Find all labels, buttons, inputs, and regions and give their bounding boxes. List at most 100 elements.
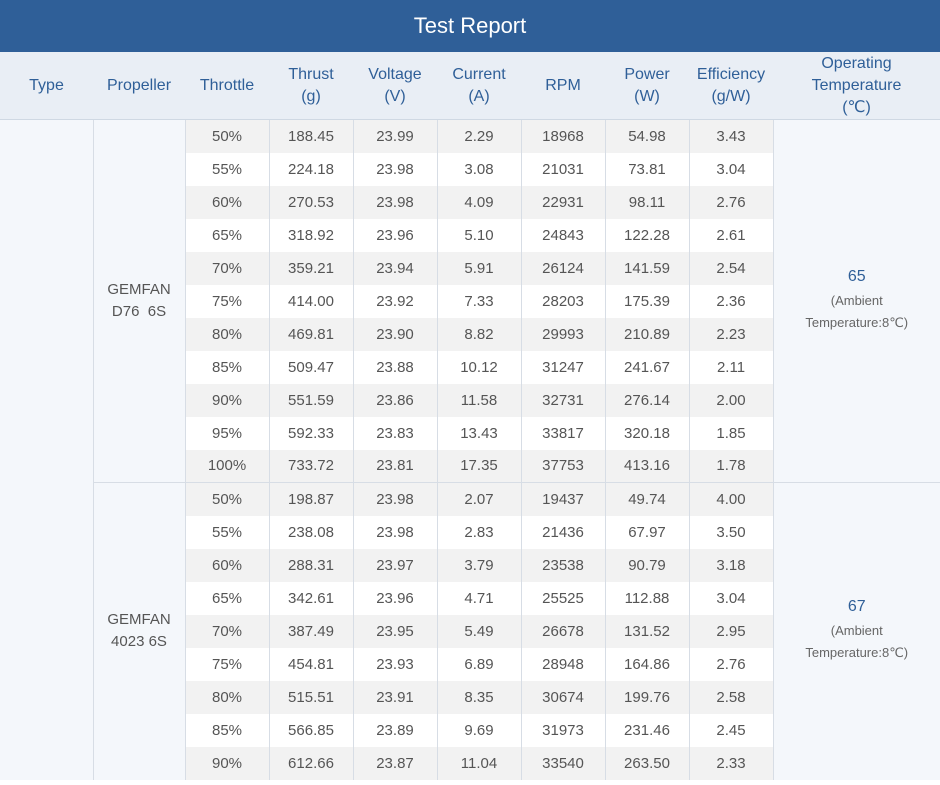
current-cell: 5.91 <box>436 251 521 285</box>
power-cell: 49.74 <box>604 482 689 516</box>
rpm-cell: 31247 <box>520 350 605 384</box>
ambient-label: (Ambient <box>830 293 883 308</box>
table-row: 70% 359.21 23.94 5.91 26124 141.59 2.54 <box>0 251 940 285</box>
rpm-cell: 28203 <box>520 284 605 318</box>
efficiency-cell: 3.50 <box>688 515 773 549</box>
temperature-value: 65 <box>847 268 866 285</box>
throttle-cell: 100% <box>184 449 269 483</box>
header-rpm: RPM <box>521 52 605 120</box>
current-cell: 8.82 <box>436 317 521 351</box>
current-cell: 11.58 <box>436 383 521 417</box>
throttle-cell: 55% <box>184 515 269 549</box>
throttle-cell: 75% <box>184 647 269 681</box>
table-row: 80% 515.51 23.91 8.35 30674 199.76 2.58 <box>0 680 940 714</box>
thrust-cell: 566.85 <box>268 713 353 747</box>
voltage-cell: 23.83 <box>352 416 437 450</box>
current-cell: 3.08 <box>436 152 521 186</box>
table-row: 100% 733.72 23.81 17.35 37753 413.16 1.78 <box>0 449 940 483</box>
thrust-cell: 733.72 <box>268 449 353 483</box>
voltage-cell: 23.98 <box>352 482 437 516</box>
current-cell: 6.89 <box>436 647 521 681</box>
thrust-cell: 318.92 <box>268 218 353 252</box>
throttle-cell: 50% <box>184 482 269 516</box>
thrust-cell: 342.61 <box>268 581 353 615</box>
voltage-cell: 23.98 <box>352 152 437 186</box>
current-cell: 9.69 <box>436 713 521 747</box>
voltage-cell: 23.81 <box>352 449 437 483</box>
efficiency-cell: 1.78 <box>688 449 773 483</box>
header-thrust: Thrust (g) <box>269 52 353 120</box>
temperature-value: 67 <box>847 598 866 616</box>
current-cell: 3.79 <box>436 548 521 582</box>
thrust-cell: 224.18 <box>268 152 353 186</box>
power-cell: 210.89 <box>604 317 689 351</box>
header-efficiency: Efficiency (g/W) <box>689 52 773 120</box>
voltage-cell: 23.90 <box>352 317 437 351</box>
propeller-spec: 4023 6S <box>111 633 167 651</box>
rpm-cell: 28948 <box>520 647 605 681</box>
current-cell: 4.09 <box>436 185 521 219</box>
ambient-label: (Ambient <box>830 623 883 639</box>
current-cell: 10.12 <box>436 350 521 384</box>
thrust-cell: 515.51 <box>268 680 353 714</box>
ambient-temperature: Temperature:8℃) <box>805 645 909 661</box>
rpm-cell: 31973 <box>520 713 605 747</box>
ambient-temperature: Temperature:8℃) <box>805 315 909 330</box>
table-row: 90% 612.66 23.87 11.04 33540 263.50 2.33 <box>0 746 940 780</box>
efficiency-cell: 2.36 <box>688 284 773 318</box>
thrust-cell: 359.21 <box>268 251 353 285</box>
rpm-cell: 21031 <box>520 152 605 186</box>
rpm-cell: 23538 <box>520 548 605 582</box>
throttle-cell: 60% <box>184 548 269 582</box>
power-cell: 67.97 <box>604 515 689 549</box>
voltage-cell: 23.98 <box>352 515 437 549</box>
efficiency-cell: 2.61 <box>688 218 773 252</box>
voltage-cell: 23.89 <box>352 713 437 747</box>
power-cell: 112.88 <box>604 581 689 615</box>
efficiency-cell: 2.95 <box>688 614 773 648</box>
current-cell: 2.29 <box>436 119 521 153</box>
table-row: GEMFAN 4023 6S 50% 198.87 23.98 2.07 19437 49.7… <box>0 482 940 780</box>
current-cell: 8.35 <box>436 680 521 714</box>
efficiency-cell: 3.04 <box>688 581 773 615</box>
efficiency-cell: 2.11 <box>688 350 773 384</box>
current-cell: 17.35 <box>436 449 521 483</box>
header-power: Power (W) <box>605 52 689 120</box>
power-cell: 122.28 <box>604 218 689 252</box>
propeller-name: GEMFAN <box>107 611 171 629</box>
efficiency-cell: 3.18 <box>688 548 773 582</box>
propeller-cell: GEMFAN D76 6S <box>93 119 186 483</box>
type-cell <box>0 119 94 780</box>
efficiency-cell: 2.45 <box>688 713 773 747</box>
rpm-cell: 25525 <box>520 581 605 615</box>
voltage-cell: 23.91 <box>352 680 437 714</box>
voltage-cell: 23.99 <box>352 119 437 153</box>
power-cell: 131.52 <box>604 614 689 648</box>
rpm-cell: 21436 <box>520 515 605 549</box>
table-row: 80% 469.81 23.90 8.82 29993 210.89 2.23 <box>0 317 940 351</box>
propeller-name: GEMFAN <box>107 281 171 298</box>
thrust-cell: 454.81 <box>268 647 353 681</box>
table-row: 75% 454.81 23.93 6.89 28948 164.86 2.76 <box>0 647 940 681</box>
table-row: 65% 342.61 23.96 4.71 25525 112.88 3.04 <box>0 581 940 615</box>
header-throttle: Throttle <box>185 52 269 120</box>
rpm-cell: 19437 <box>520 482 605 516</box>
throttle-cell: 55% <box>184 152 269 186</box>
operating-temperature-cell: 67 (Ambient Temperature:8℃) <box>772 482 940 780</box>
table-header-row: Type Propeller Throttle Thrust (g) Voltag… <box>0 52 940 120</box>
efficiency-cell: 4.00 <box>688 482 773 516</box>
rpm-cell: 22931 <box>520 185 605 219</box>
voltage-cell: 23.96 <box>352 581 437 615</box>
efficiency-cell: 1.85 <box>688 416 773 450</box>
current-cell: 4.71 <box>436 581 521 615</box>
table-row: 55% 224.18 23.98 3.08 21031 73.81 3.04 <box>0 152 940 186</box>
voltage-cell: 23.87 <box>352 746 437 780</box>
propeller-cell: GEMFAN 4023 6S <box>93 482 186 780</box>
efficiency-cell: 3.43 <box>688 119 773 153</box>
thrust-cell: 387.49 <box>268 614 353 648</box>
propeller-spec: D76 6S <box>111 303 167 320</box>
power-cell: 164.86 <box>604 647 689 681</box>
thrust-cell: 469.81 <box>268 317 353 351</box>
current-cell: 13.43 <box>436 416 521 450</box>
voltage-cell: 23.92 <box>352 284 437 318</box>
